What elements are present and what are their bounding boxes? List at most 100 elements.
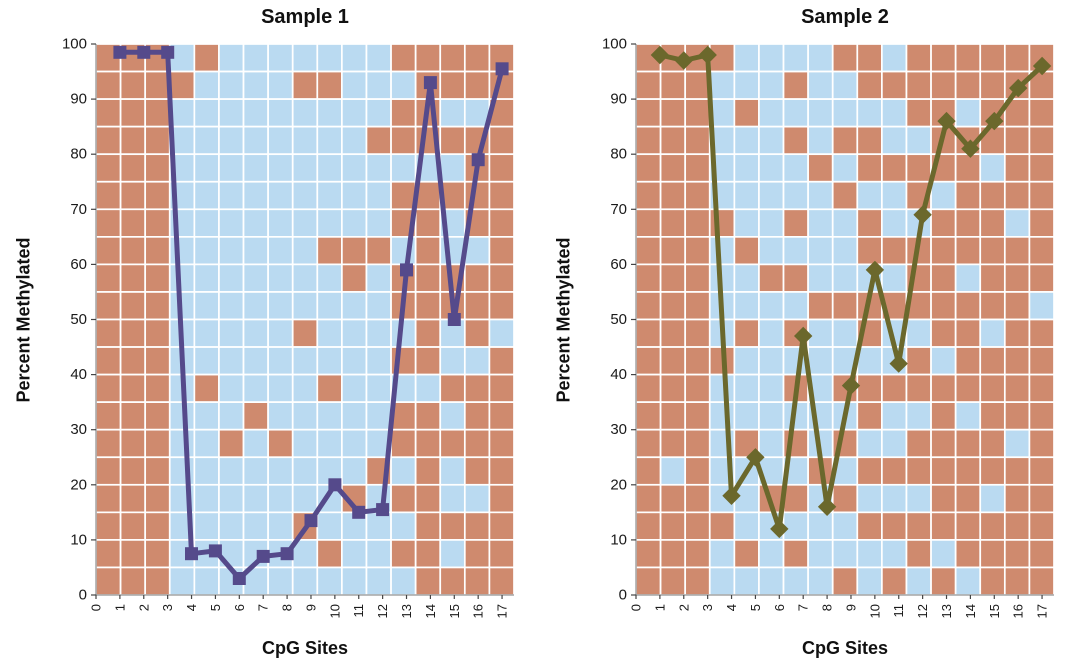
unmethylated-read-cell	[733, 43, 760, 73]
methylated-read-cell	[684, 401, 711, 431]
data-point-square-marker	[423, 76, 437, 90]
unmethylated-read-cell	[905, 318, 932, 348]
unmethylated-read-cell	[168, 236, 196, 266]
methylated-read-cell	[954, 291, 982, 321]
methylated-read-cell	[979, 346, 1006, 376]
unmethylated-read-cell	[439, 456, 466, 486]
methylated-read-cell	[635, 456, 662, 486]
methylated-read-cell	[414, 539, 442, 569]
methylated-read-cell	[1028, 318, 1055, 348]
unmethylated-read-cell	[193, 318, 220, 348]
methylated-read-cell	[659, 98, 687, 128]
unmethylated-read-cell	[856, 346, 883, 376]
methylated-read-cell	[488, 428, 515, 459]
methylated-read-cell	[807, 291, 834, 321]
methylated-read-cell	[635, 70, 662, 100]
methylated-read-cell	[144, 180, 171, 211]
unmethylated-read-cell	[733, 208, 760, 238]
methylated-read-cell	[144, 401, 171, 431]
methylated-read-cell	[95, 428, 122, 459]
methylated-read-cell	[905, 539, 932, 569]
methylated-read-cell	[144, 428, 171, 459]
methylated-read-cell	[684, 263, 711, 293]
methylated-read-cell	[193, 373, 220, 404]
unmethylated-read-cell	[365, 291, 392, 321]
methylated-read-cell	[488, 483, 515, 514]
unmethylated-read-cell	[267, 208, 294, 238]
unmethylated-read-cell	[218, 318, 245, 348]
methylated-read-cell	[95, 373, 122, 404]
methylated-read-cell	[488, 125, 515, 156]
methylated-read-cell	[488, 401, 515, 431]
data-point-square-marker	[113, 45, 127, 59]
methylated-read-cell	[684, 291, 711, 321]
unmethylated-read-cell	[267, 153, 294, 183]
unmethylated-read-cell	[807, 263, 834, 293]
methylated-read-cell	[782, 125, 809, 156]
methylated-read-cell	[659, 483, 687, 514]
y-tick-label: 80	[610, 146, 627, 163]
unmethylated-read-cell	[905, 401, 932, 431]
methylated-read-cell	[119, 263, 147, 293]
unmethylated-read-cell	[291, 373, 319, 404]
methylated-read-cell	[414, 401, 442, 431]
unmethylated-read-cell	[905, 566, 932, 596]
unmethylated-read-cell	[881, 401, 908, 431]
methylated-read-cell	[144, 373, 171, 404]
methylated-read-cell	[708, 208, 736, 238]
methylated-read-cell	[881, 70, 908, 100]
methylated-read-cell	[905, 456, 932, 486]
methylated-read-cell	[390, 428, 417, 459]
data-point-square-marker	[280, 547, 294, 561]
methylated-read-cell	[414, 263, 442, 293]
methylated-read-cell	[1028, 208, 1055, 238]
methylated-read-cell	[463, 263, 491, 293]
methylated-read-cell	[316, 236, 343, 266]
methylated-read-cell	[414, 566, 442, 596]
x-tick-label: 1	[112, 604, 127, 611]
methylated-read-cell	[1003, 456, 1031, 486]
methylated-read-cell	[463, 291, 491, 321]
unmethylated-read-cell	[242, 180, 269, 211]
methylated-read-cell	[1003, 511, 1031, 541]
unmethylated-read-cell	[267, 483, 294, 514]
methylated-read-cell	[488, 511, 515, 541]
unmethylated-read-cell	[341, 539, 368, 569]
methylated-read-cell	[390, 180, 417, 211]
methylated-read-cell	[463, 180, 491, 211]
methylated-read-cell	[439, 373, 466, 404]
data-point-square-marker	[400, 263, 413, 277]
unmethylated-read-cell	[218, 153, 245, 183]
x-tick-label: 5	[208, 604, 223, 611]
unmethylated-read-cell	[193, 511, 220, 541]
methylated-read-cell	[341, 236, 368, 266]
methylated-read-cell	[144, 539, 171, 569]
unmethylated-read-cell	[291, 291, 319, 321]
methylated-read-cell	[635, 346, 662, 376]
y-tick-label: 10	[70, 531, 87, 548]
unmethylated-read-cell	[414, 373, 442, 404]
methylated-read-cell	[684, 153, 711, 183]
methylated-read-cell	[144, 318, 171, 348]
methylated-read-cell	[659, 291, 687, 321]
methylated-read-cell	[782, 263, 809, 293]
methylated-read-cell	[119, 70, 147, 100]
unmethylated-read-cell	[831, 70, 859, 100]
methylated-read-cell	[930, 401, 957, 431]
methylated-read-cell	[856, 401, 883, 431]
methylated-read-cell	[488, 153, 515, 183]
methylated-read-cell	[95, 566, 122, 596]
methylated-read-cell	[659, 153, 687, 183]
methylated-read-cell	[414, 291, 442, 321]
methylated-read-cell	[168, 70, 196, 100]
unmethylated-read-cell	[218, 346, 245, 376]
unmethylated-read-cell	[439, 346, 466, 376]
x-tick-label: 10	[867, 604, 882, 618]
methylated-read-cell	[119, 483, 147, 514]
unmethylated-read-cell	[341, 373, 368, 404]
x-tick-label: 5	[748, 604, 763, 611]
unmethylated-read-cell	[316, 263, 343, 293]
methylated-read-cell	[95, 236, 122, 266]
unmethylated-read-cell	[341, 291, 368, 321]
unmethylated-read-cell	[193, 401, 220, 431]
